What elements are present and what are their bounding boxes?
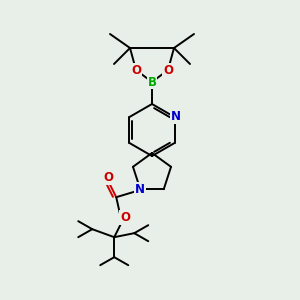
Text: O: O	[103, 171, 113, 184]
Text: N: N	[170, 110, 181, 124]
Text: O: O	[163, 64, 173, 76]
Text: N: N	[135, 183, 145, 196]
Text: O: O	[131, 64, 141, 76]
Text: B: B	[148, 76, 157, 88]
Text: O: O	[120, 211, 130, 224]
